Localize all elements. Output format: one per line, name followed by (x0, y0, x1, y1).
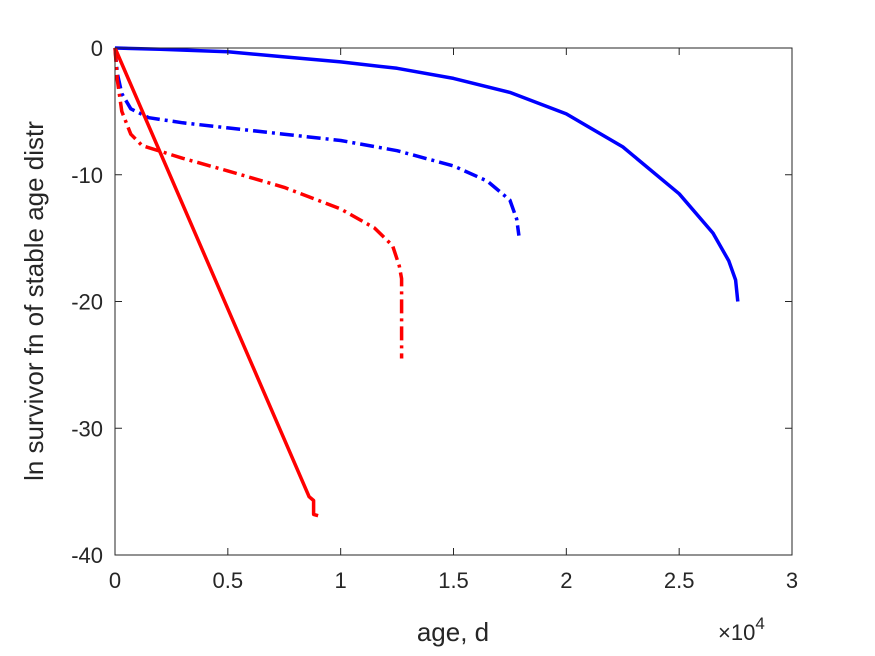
y-tick-label: -40 (71, 543, 103, 568)
x-axis-title: age, d (417, 617, 489, 647)
series-line-2 (113, 47, 521, 236)
x-tick-label: 1 (335, 568, 347, 593)
x-tick-label: 2 (560, 568, 572, 593)
y-tick-label: 0 (91, 36, 103, 61)
series-line-3 (113, 47, 404, 359)
series-line-1 (114, 46, 740, 302)
plot-area (115, 48, 792, 555)
x-tick-label: 3 (786, 568, 798, 593)
x-axis-exponent-base: ×10 (718, 620, 755, 645)
y-tick-label: -20 (71, 290, 103, 315)
x-tick-label: 1.5 (438, 568, 469, 593)
series-line-4 (113, 47, 319, 518)
y-tick-label: -10 (71, 163, 103, 188)
x-axis-exponent-power: 4 (755, 614, 764, 633)
x-tick-label: 2.5 (664, 568, 695, 593)
tick-label-layer: 0 0.5 1 1.5 2 2.5 3 -40 -30 -20 -10 0 (71, 36, 798, 593)
y-tick-label: -30 (71, 416, 103, 441)
x-tick-label: 0 (109, 568, 121, 593)
series-layer (113, 46, 740, 518)
x-axis-exponent: ×104 (718, 614, 765, 645)
x-tick-label: 0.5 (213, 568, 244, 593)
y-axis-title: ln survivor fn of stable age distr (19, 121, 49, 481)
axes-layer (114, 47, 793, 556)
